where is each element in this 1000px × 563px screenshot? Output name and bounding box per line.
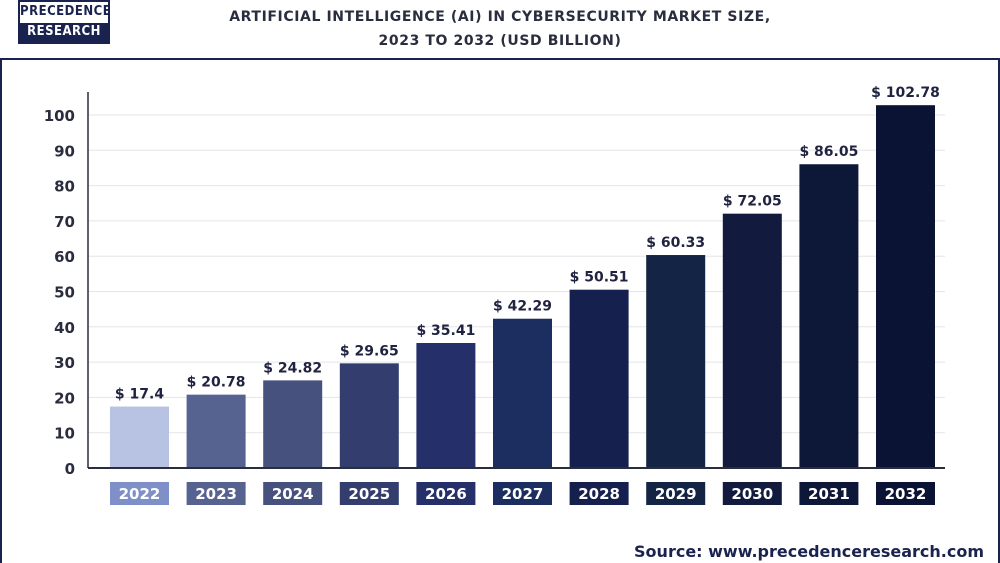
x-tick-label: 2022	[119, 485, 161, 503]
bar-value-label: $ 102.78	[871, 85, 940, 101]
x-tick-label: 2028	[578, 485, 620, 503]
bar	[110, 406, 169, 468]
logo-line-1: PRECEDENCE	[20, 4, 112, 19]
y-tick-label: 80	[54, 178, 75, 196]
bar-value-label: $ 50.51	[570, 270, 629, 286]
y-tick-label: 70	[54, 213, 75, 231]
bar	[416, 343, 476, 468]
bar	[646, 255, 706, 468]
bar-value-label: $ 42.29	[493, 299, 552, 315]
bar	[339, 363, 399, 468]
x-tick-label: 2026	[425, 485, 467, 503]
bar-value-label: $ 86.05	[799, 144, 858, 160]
x-tick-label: 2030	[731, 485, 773, 503]
bar-value-label: $ 24.82	[263, 360, 322, 376]
chart-title: ARTIFICIAL INTELLIGENCE (AI) IN CYBERSEC…	[200, 5, 800, 53]
source-credit: Source: www.precedenceresearch.com	[634, 542, 984, 561]
bar-value-label: $ 29.65	[340, 343, 399, 359]
y-tick-label: 30	[54, 354, 75, 372]
y-tick-label: 50	[54, 284, 75, 302]
y-tick-label: 20	[54, 389, 75, 407]
bar	[263, 380, 323, 468]
y-tick-label: 0	[65, 460, 75, 478]
x-tick-label: 2032	[885, 485, 927, 503]
category-label-box	[646, 482, 706, 505]
category-label-box	[569, 482, 629, 505]
x-tick-label: 2024	[272, 485, 314, 503]
frame-right-border	[998, 58, 1000, 563]
chart-title-line-1: ARTIFICIAL INTELLIGENCE (AI) IN CYBERSEC…	[229, 9, 771, 25]
bar-value-label: $ 20.78	[187, 375, 246, 391]
category-label-box	[416, 482, 476, 505]
bar	[186, 394, 246, 468]
header-divider	[0, 58, 1000, 60]
category-label-box	[339, 482, 399, 505]
bar	[493, 318, 552, 468]
bar-value-label: $ 35.41	[416, 323, 475, 339]
y-tick-label: 60	[54, 248, 75, 266]
brand-logo: PRECEDENCE RESEARCH	[18, 0, 112, 44]
logo-line-2: RESEARCH	[20, 23, 108, 42]
category-label-box	[876, 482, 935, 505]
bar-value-label: $ 60.33	[646, 235, 705, 251]
category-label-box	[493, 482, 552, 505]
bar	[569, 289, 629, 468]
bar	[799, 164, 859, 468]
x-tick-label: 2023	[195, 485, 237, 503]
frame-left-border	[0, 58, 2, 563]
x-tick-label: 2031	[808, 485, 850, 503]
bar-value-label: $ 17.4	[115, 387, 164, 403]
bar	[722, 213, 782, 468]
x-tick-label: 2027	[502, 485, 544, 503]
category-label-box	[110, 482, 169, 505]
y-tick-label: 40	[54, 319, 75, 337]
category-label-box	[799, 482, 859, 505]
y-tick-label: 10	[54, 425, 75, 443]
category-label-box	[263, 482, 323, 505]
x-tick-label: 2025	[348, 485, 390, 503]
bar-value-label: $ 72.05	[723, 194, 782, 210]
x-tick-label: 2029	[655, 485, 697, 503]
y-tick-label: 90	[54, 142, 75, 160]
category-label-box	[722, 482, 782, 505]
y-tick-label: 100	[44, 107, 75, 125]
bar	[876, 105, 935, 469]
category-label-box	[186, 482, 246, 505]
chart-title-line-2: 2023 TO 2032 (USD BILLION)	[378, 33, 622, 49]
